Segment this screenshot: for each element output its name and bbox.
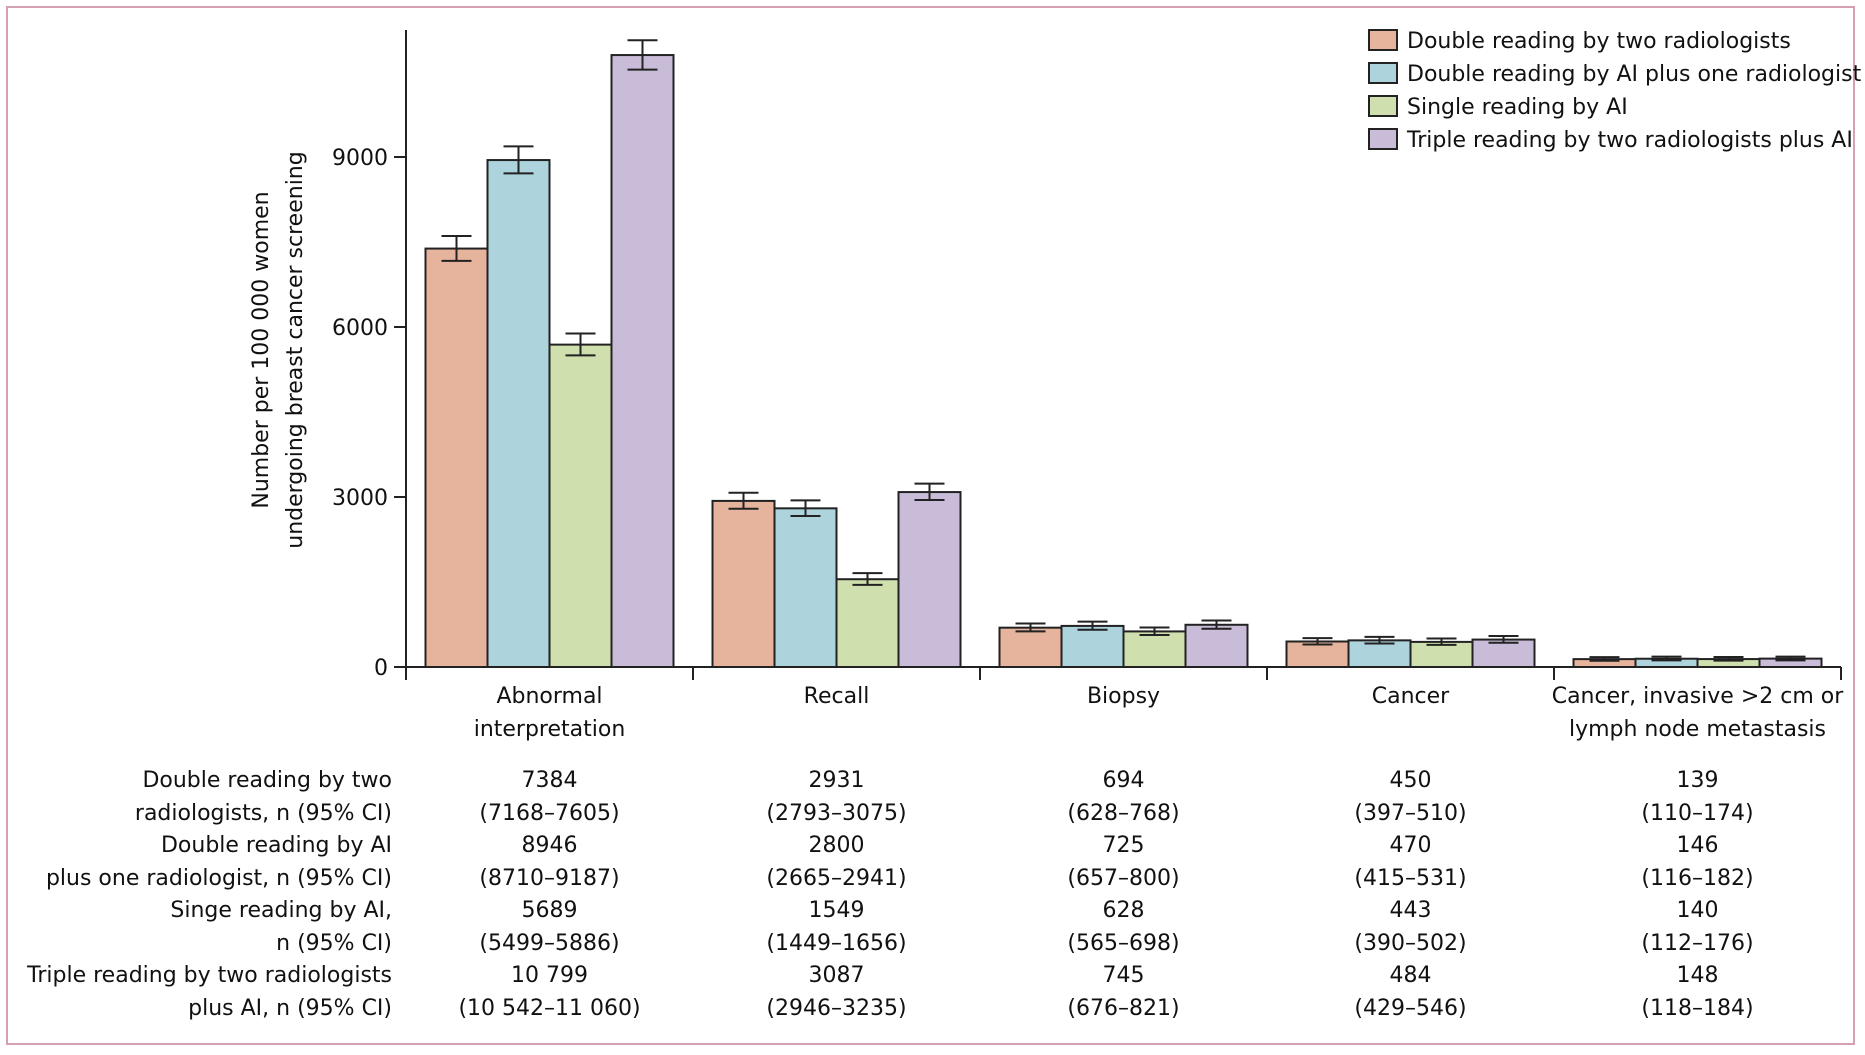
table-value: 1549: [809, 898, 865, 923]
table-value: 140: [1677, 898, 1719, 923]
x-category-label: Cancer, invasive >2 cm or: [1552, 684, 1845, 709]
legend-entry: Double reading by AI plus one radiologis…: [1407, 62, 1862, 87]
bar: [998, 626, 1063, 669]
table-ci: (10 542–11 060): [458, 996, 640, 1021]
y-tick-label: 3000: [332, 486, 388, 511]
table-ci: (110–174): [1641, 801, 1753, 826]
table-value: 3087: [809, 963, 865, 988]
bar: [424, 247, 489, 668]
table-ci: (112–176): [1641, 931, 1753, 956]
table-row-label: n (95% CI): [276, 931, 392, 956]
bar: [897, 491, 962, 668]
bar: [1184, 623, 1249, 668]
bar: [773, 507, 838, 669]
table-value: 725: [1103, 833, 1145, 858]
bar: [711, 499, 776, 668]
legend-entry: Single reading by AI: [1407, 95, 1628, 120]
bar: [1060, 624, 1125, 669]
table-row-label: plus AI, n (95% CI): [188, 996, 392, 1021]
table-row-label: Double reading by two: [142, 768, 392, 793]
table-value: 628: [1103, 898, 1145, 923]
table-ci: (8710–9187): [479, 866, 619, 891]
table-ci: (7168–7605): [479, 801, 619, 826]
table-value: 148: [1677, 963, 1719, 988]
legend-swatch: [1368, 128, 1398, 150]
y-tick-label: 9000: [332, 146, 388, 171]
table-value: 484: [1390, 963, 1432, 988]
table-ci: (5499–5886): [479, 931, 619, 956]
table-value: 2800: [809, 833, 865, 858]
table-value: 694: [1103, 768, 1145, 793]
legend-swatch: [1368, 62, 1398, 84]
y-axis-label: Number per 100 000 women: [249, 191, 274, 508]
table-row-label: plus one radiologist, n (95% CI): [46, 866, 392, 891]
x-category-label: Recall: [804, 684, 870, 709]
legend-swatch: [1368, 95, 1398, 117]
table-ci: (429–546): [1354, 996, 1466, 1021]
x-category-label: Biopsy: [1087, 684, 1160, 709]
table-ci: (676–821): [1067, 996, 1179, 1021]
table-ci: (116–182): [1641, 866, 1753, 891]
table-value: 139: [1677, 768, 1719, 793]
legend-entry: Triple reading by two radiologists plus …: [1406, 128, 1853, 153]
table-value: 745: [1103, 963, 1145, 988]
table-value: 8946: [522, 833, 578, 858]
table-row-label: Triple reading by two radiologists: [26, 963, 392, 988]
y-axis-label: undergoing breast cancer screening: [283, 151, 308, 548]
legend-swatch: [1368, 29, 1398, 51]
table-ci: (628–768): [1067, 801, 1179, 826]
bar: [548, 343, 613, 668]
table-value: 2931: [809, 768, 865, 793]
x-category-label: lymph node metastasis: [1569, 717, 1826, 742]
bar: [486, 159, 551, 668]
x-category-label: interpretation: [474, 717, 626, 742]
table-ci: (2793–3075): [766, 801, 906, 826]
table-value: 450: [1390, 768, 1432, 793]
table-value: 5689: [522, 898, 578, 923]
y-tick-label: 6000: [332, 316, 388, 341]
table-row-label: Double reading by AI: [161, 833, 392, 858]
table-value: 470: [1390, 833, 1432, 858]
bar: [835, 578, 900, 668]
table-value: 7384: [522, 768, 578, 793]
table-ci: (1449–1656): [766, 931, 906, 956]
table-row-label: Singe reading by AI,: [170, 898, 392, 923]
y-tick-label: 0: [374, 656, 388, 681]
table-ci: (415–531): [1354, 866, 1466, 891]
table-ci: (565–698): [1067, 931, 1179, 956]
table-ci: (118–184): [1641, 996, 1753, 1021]
table-row-label: radiologists, n (95% CI): [135, 801, 392, 826]
table-ci: (390–502): [1354, 931, 1466, 956]
table-ci: (2665–2941): [766, 866, 906, 891]
table-ci: (2946–3235): [766, 996, 906, 1021]
bar: [1122, 630, 1187, 668]
table-value: 146: [1677, 833, 1719, 858]
table-ci: (657–800): [1067, 866, 1179, 891]
table-ci: (397–510): [1354, 801, 1466, 826]
table-value: 10 799: [511, 963, 588, 988]
legend-entry: Double reading by two radiologists: [1407, 29, 1791, 54]
bar: [1347, 639, 1412, 668]
table-value: 443: [1390, 898, 1432, 923]
x-category-label: Abnormal: [496, 684, 602, 709]
x-category-label: Cancer: [1372, 684, 1450, 709]
bar: [610, 54, 675, 669]
